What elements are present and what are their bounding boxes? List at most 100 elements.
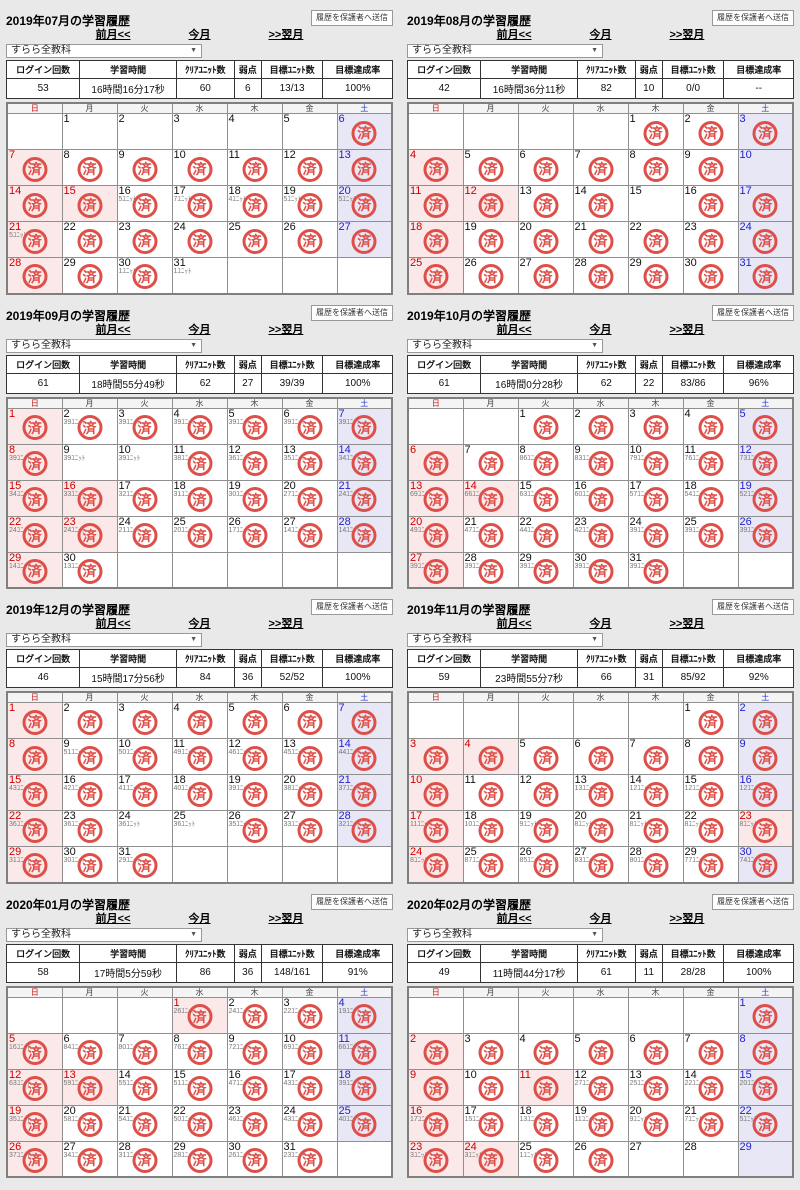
done-stamp-icon: 済 <box>643 120 668 146</box>
stats-table: ログイン回数 学習時間 ｸﾘｱﾕﾆｯﾄ数 弱点 目標ﾕﾆｯﾄ数 目標達成率 53 16時間1… <box>5 60 393 99</box>
calendar-panel: 2020年02月の学習履歴 履歴を保護者へ送信 前月<< 今月 >>翌月 すらら… <box>406 893 794 1178</box>
day-number: 5 <box>228 407 235 420</box>
day-cell: 21 47ﾕﾆｯﾄ済 <box>462 515 519 553</box>
day-number: 27 <box>338 221 351 233</box>
day-cell: 18 39ﾕﾆｯﾄ済 <box>336 1068 393 1106</box>
day-cell: 20 8ﾕﾆｯﾄ済 <box>572 810 629 847</box>
day-number: 17 <box>410 810 423 822</box>
prev-month-link[interactable]: 前月<< <box>496 29 532 41</box>
subject-select[interactable]: すらら全教科 ▼ <box>407 633 603 647</box>
unit-count-label: 1ﾕﾆｯﾄ <box>519 1151 538 1159</box>
done-stamp-icon: 済 <box>588 523 613 548</box>
done-stamp-icon: 済 <box>752 264 778 290</box>
subject-select[interactable]: すらら全教科 ▼ <box>6 44 202 58</box>
done-stamp-icon: 済 <box>187 192 212 218</box>
send-history-button[interactable]: 履歴を保護者へ送信 <box>311 893 393 910</box>
done-stamp-icon: 済 <box>752 415 778 440</box>
current-month-link[interactable]: 今月 <box>589 29 612 41</box>
current-month-link[interactable]: 今月 <box>188 323 211 336</box>
unit-count-label: 16ﾕﾆｯﾄ <box>9 1043 31 1051</box>
send-history-button[interactable]: 履歴を保護者へ送信 <box>311 599 393 615</box>
weekday-header-cell: 木 <box>627 102 684 114</box>
send-history-button[interactable]: 履歴を保護者へ送信 <box>311 10 393 26</box>
unit-count-label: 36ﾕﾆｯﾄ <box>228 454 251 462</box>
stats-header-cell: 目標ﾕﾆｯﾄ数 <box>661 60 725 79</box>
send-history-button[interactable]: 履歴を保護者へ送信 <box>712 304 794 321</box>
prev-month-link[interactable]: 前月<< <box>95 618 131 630</box>
next-month-link[interactable]: >>翌月 <box>669 618 705 630</box>
stats-header-cell: 目標ﾕﾆｯﾄ数 <box>260 943 324 963</box>
month-nav: 前月<< 今月 >>翌月 <box>407 910 794 926</box>
subject-select[interactable]: すらら全教科 ▼ <box>407 44 603 58</box>
day-number: 11 <box>519 1068 531 1081</box>
day-cell: 30 26ﾕﾆｯﾄ済 <box>226 1140 283 1178</box>
prev-month-link[interactable]: 前月<< <box>496 323 532 336</box>
subject-select[interactable]: すらら全教科 ▼ <box>6 633 202 647</box>
done-stamp-icon: 済 <box>423 853 449 879</box>
unit-count-label: 24ﾕﾆｯﾄ <box>228 1007 251 1015</box>
done-stamp-icon: 済 <box>132 1147 157 1173</box>
prev-month-link[interactable]: 前月<< <box>95 323 131 336</box>
next-month-link[interactable]: >>翌月 <box>268 29 304 41</box>
next-month-link[interactable]: >>翌月 <box>268 323 304 336</box>
done-stamp-icon: 済 <box>698 853 723 879</box>
current-month-link[interactable]: 今月 <box>188 29 211 41</box>
day-cell: 7 39ﾕﾆｯﾄ済 <box>336 407 393 445</box>
prev-month-link[interactable]: 前月<< <box>496 912 532 925</box>
done-stamp-icon: 済 <box>588 228 613 254</box>
done-stamp-icon: 済 <box>698 1076 723 1101</box>
unit-count-label: 73ﾕﾆｯﾄ <box>739 454 762 462</box>
next-month-link[interactable]: >>翌月 <box>669 323 705 336</box>
done-stamp-icon: 済 <box>297 1076 322 1101</box>
done-stamp-icon: 済 <box>187 745 212 771</box>
done-stamp-icon: 済 <box>698 709 723 735</box>
prev-month-link[interactable]: 前月<< <box>496 618 532 630</box>
send-history-button[interactable]: 履歴を保護者へ送信 <box>712 599 794 615</box>
day-cell: 20 済 <box>517 221 574 258</box>
prev-month-link[interactable]: 前月<< <box>95 912 131 925</box>
day-number: 27 <box>283 515 296 528</box>
day-cell: 26 17ﾕﾆｯﾄ済 <box>226 515 283 553</box>
current-month-link[interactable]: 今月 <box>188 618 211 630</box>
next-month-link[interactable]: >>翌月 <box>268 912 304 925</box>
unit-count-label: 39ﾕﾆｯﾄ <box>629 562 652 570</box>
day-number: 21 <box>464 515 477 528</box>
stats-value-cell: 52/52 <box>260 667 324 688</box>
send-history-button[interactable]: 履歴を保護者へ送信 <box>311 304 393 321</box>
send-history-button[interactable]: 履歴を保護者へ送信 <box>712 893 794 910</box>
day-number: 15 <box>173 1068 186 1081</box>
day-cell: 26 済 <box>462 257 519 294</box>
done-stamp-icon: 済 <box>351 1112 377 1137</box>
day-number: 11 <box>338 1032 350 1045</box>
subject-select[interactable]: すらら全教科 ▼ <box>6 927 202 942</box>
day-number: 20 <box>63 1104 76 1117</box>
day-number: 19 <box>739 479 752 492</box>
next-month-link[interactable]: >>翌月 <box>268 618 304 630</box>
done-stamp-icon: 済 <box>478 1040 503 1065</box>
current-month-link[interactable]: 今月 <box>589 912 612 925</box>
next-month-link[interactable]: >>翌月 <box>669 29 705 41</box>
current-month-link[interactable]: 今月 <box>589 618 612 630</box>
day-number: 18 <box>173 774 186 786</box>
weekday-header-cell: 水 <box>171 397 228 409</box>
day-number: 4 <box>464 738 471 750</box>
next-month-link[interactable]: >>翌月 <box>669 912 705 925</box>
prev-month-link[interactable]: 前月<< <box>95 29 131 41</box>
unit-count-label: 14ﾕﾆｯﾄ <box>338 526 361 534</box>
day-number: 10 <box>173 149 186 161</box>
day-cell: 11 済 <box>517 1068 574 1106</box>
done-stamp-icon: 済 <box>242 1040 267 1065</box>
day-number: 23 <box>739 810 752 822</box>
subject-select[interactable]: すらら全教科 ▼ <box>407 338 603 353</box>
day-number: 12 <box>283 149 296 161</box>
subject-select[interactable]: すらら全教科 ▼ <box>6 338 202 353</box>
current-month-link[interactable]: 今月 <box>589 323 612 336</box>
day-cell: 1 <box>61 113 118 150</box>
day-cell: 14 34ﾕﾆｯﾄ済 <box>336 443 393 481</box>
send-history-button[interactable]: 履歴を保護者へ送信 <box>712 10 794 26</box>
subject-select[interactable]: すらら全教科 ▼ <box>407 927 603 942</box>
week-row: 29 14ﾕﾆｯﾄ済 30 13ﾕﾆｯﾄ済 <box>6 551 393 589</box>
current-month-link[interactable]: 今月 <box>188 912 211 925</box>
